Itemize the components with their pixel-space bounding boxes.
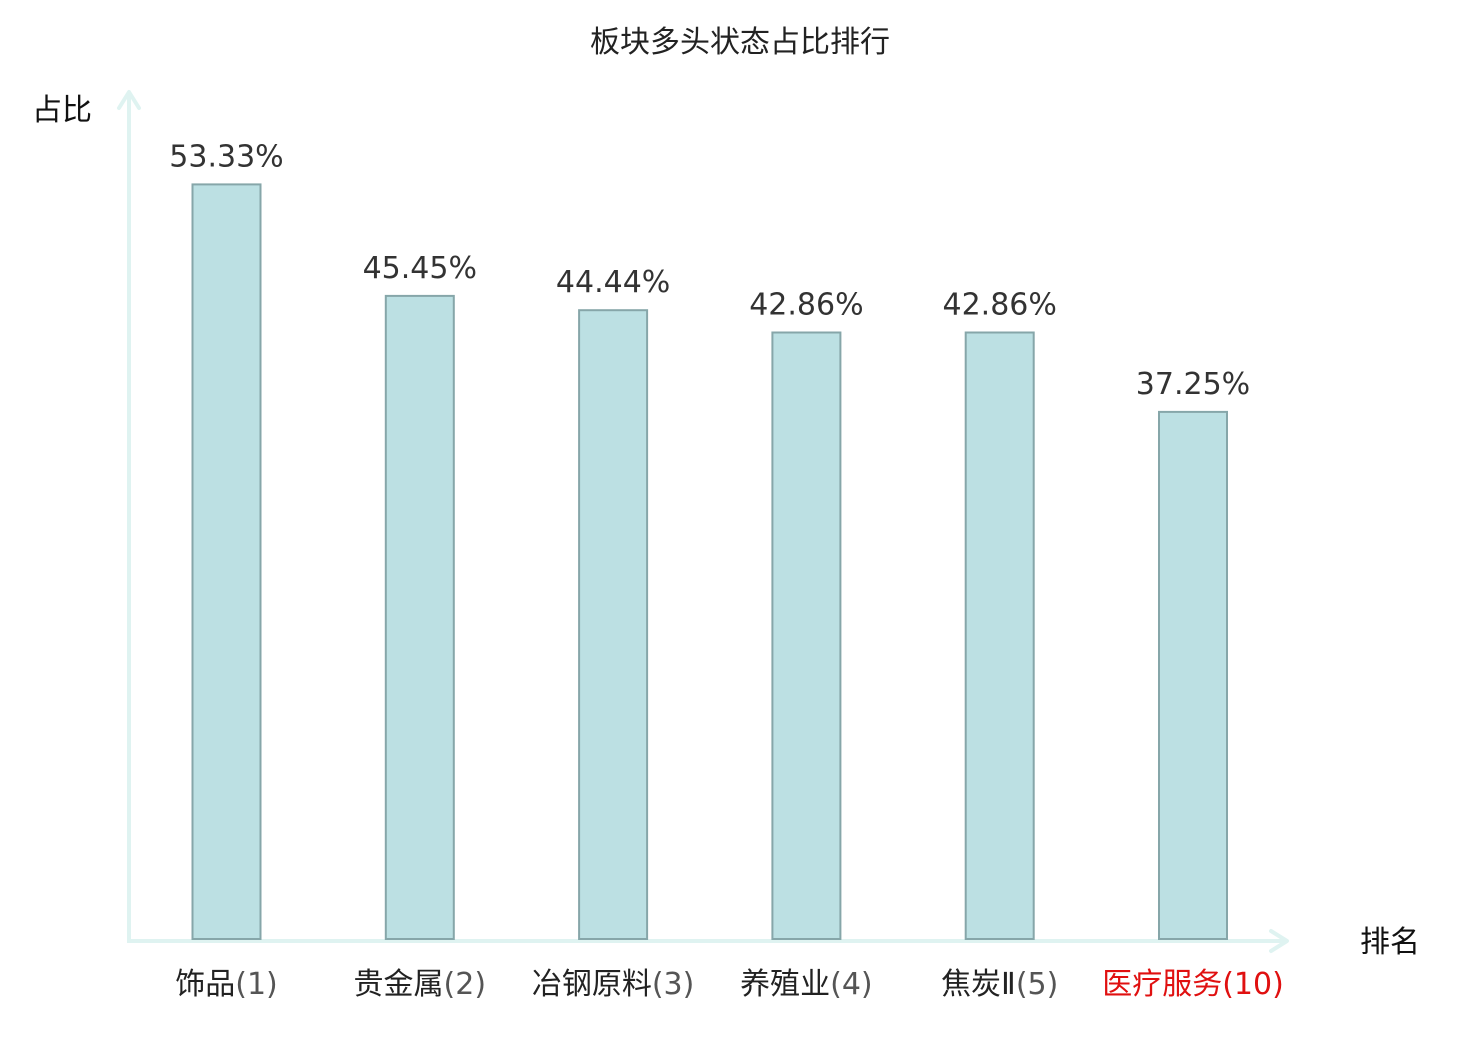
value-label-1: 53.33% — [169, 139, 283, 174]
x-axis-label: 排名 — [1360, 925, 1420, 960]
bar-3 — [578, 309, 649, 940]
y-axis-label: 占比 — [32, 93, 92, 128]
category-label-5: 焦炭Ⅱ(5) — [941, 967, 1058, 1002]
category-name: 冶钢原料 — [532, 967, 652, 1002]
category-rank: (3) — [652, 967, 695, 1002]
category-rank: (1) — [235, 967, 278, 1002]
category-name: 饰品 — [175, 967, 235, 1002]
value-label-5: 42.86% — [943, 288, 1057, 323]
y-axis-arrow — [117, 90, 141, 110]
category-rank: (2) — [444, 967, 487, 1002]
category-label-3: 冶钢原料(3) — [532, 967, 695, 1002]
category-labels-group: 饰品(1) 贵金属(2) 冶钢原料(3) 养殖业(4) 焦炭Ⅱ(5) 医疗服务(10) — [175, 967, 1284, 1002]
value-label-3: 44.44% — [556, 265, 670, 300]
category-label-6: 医疗服务(10) — [1102, 967, 1284, 1002]
bars-group — [191, 183, 1228, 940]
category-rank: (10) — [1222, 967, 1284, 1002]
category-label-1: 饰品(1) — [175, 967, 278, 1002]
category-name: 医疗服务 — [1102, 967, 1222, 1002]
bar-5 — [964, 331, 1035, 940]
chart-title: 板块多头状态占比排行 — [590, 25, 890, 60]
bar-6 — [1158, 410, 1228, 940]
bar-4 — [771, 331, 842, 940]
category-label-4: 养殖业(4) — [740, 967, 873, 1002]
value-label-6: 37.25% — [1136, 367, 1250, 402]
value-label-4: 42.86% — [749, 288, 863, 323]
bar-2 — [384, 294, 455, 940]
category-rank: (4) — [830, 967, 873, 1002]
category-name: 养殖业 — [740, 967, 830, 1002]
category-rank: (5) — [1016, 967, 1058, 1002]
category-name: 焦炭Ⅱ — [941, 967, 1016, 1002]
bar-1 — [191, 183, 262, 940]
category-label-2: 贵金属(2) — [354, 967, 487, 1002]
value-labels-group: 53.33% 45.45% 44.44% 42.86% 42.86% 37.25% — [169, 139, 1250, 402]
category-name: 贵金属 — [354, 967, 444, 1002]
x-axis-arrow — [1269, 929, 1289, 953]
value-label-2: 45.45% — [363, 251, 477, 286]
